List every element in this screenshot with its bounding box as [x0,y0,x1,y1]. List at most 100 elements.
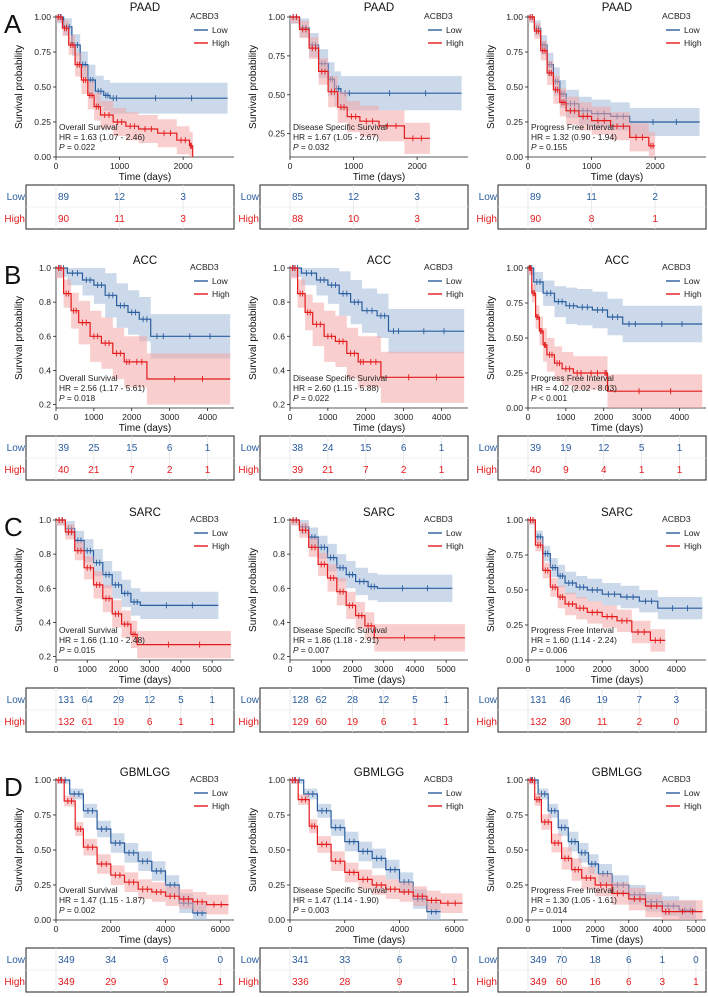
risk-count-high: 2 [636,717,642,728]
endpoint-label: Overall Survival [59,885,118,895]
x-axis-label: Time (days) [591,675,643,686]
legend-label-high: High [212,289,230,299]
y-tick-label: 0.50 [268,90,285,100]
risk-row-label-low: Low [479,443,498,454]
risk-count-low: 39 [58,443,70,454]
risk-count-low: 62 [316,695,328,706]
y-tick-label: 0.25 [506,880,523,890]
y-tick-label: 0.6 [273,583,285,593]
legend-label-low: Low [212,528,229,538]
x-tick-label: 2000 [356,412,375,422]
endpoint-label: Progress Free Interval [531,122,614,132]
x-tick-label: 2000 [174,161,193,171]
legend-label-low: Low [684,25,701,35]
km-panel: ACC Survival probability 0.00 0.25 0.50 0.75 1… [476,255,707,481]
risk-count-low: 29 [113,695,125,706]
hazard-ratio: HR = 4.02 (2.02 - 8.03) [531,383,617,393]
risk-row-label-high: High [4,465,25,476]
p-value: P < 0.001 [531,393,567,403]
plot-title: GBMLGG [354,767,405,779]
x-tick-label: 0 [526,412,531,422]
risk-row-label-high: High [476,717,497,728]
ci-band-high [528,17,656,157]
y-tick-label: 0.2 [39,652,51,662]
y-axis-label: Survival probability [248,808,259,892]
risk-count-low: 12 [378,695,390,706]
risk-count-high: 3 [660,977,666,988]
risk-count-high: 40 [530,465,542,476]
risk-count-low: 131 [530,695,547,706]
survival-curve-high [56,779,229,906]
risk-count-low: 5 [178,695,184,706]
x-tick-label: 2000 [646,161,665,171]
km-panel: A PAAD Survival probability 0.00 0.25 0.50 0.7… [4,2,235,230]
x-tick-label: 3000 [632,412,651,422]
x-tick-label: 2000 [335,924,354,934]
p-value: P = 0.022 [59,142,95,152]
x-tick-label: 6000 [211,924,230,934]
x-tick-label: 0 [54,161,59,171]
risk-count-low: 6 [626,955,632,966]
risk-count-low: 19 [597,695,609,706]
x-tick-label: 0 [288,412,293,422]
p-value-symbol: P [531,142,537,152]
risk-count-low: 349 [58,955,75,966]
y-tick-label: 0.8 [273,297,285,307]
y-tick-label: 1.00 [506,515,523,525]
p-value-symbol: P [59,645,65,655]
risk-count-low: 5 [639,443,645,454]
p-value: P = 0.155 [531,142,567,152]
x-tick-label: 1000 [110,161,129,171]
risk-count-low: 28 [347,695,359,706]
y-tick-label: 0.6 [273,331,285,341]
legend-label-high: High [446,289,464,299]
y-tick-label: 0.25 [506,620,523,630]
x-tick-label: 4000 [432,412,451,422]
p-value-text: = 0.155 [537,142,568,152]
risk-row-label-high: High [238,977,259,988]
y-tick-label: 0.75 [34,810,51,820]
plot-title: PAAD [602,2,632,14]
km-panel: GBMLGG Survival probability 0.00 0.25 0.50 0.… [238,767,469,993]
risk-count-low: 7 [636,695,642,706]
p-value-text: = 0.002 [65,905,96,915]
risk-count-low: 89 [58,192,70,203]
ci-band-low [528,520,703,620]
y-tick-label: 0.4 [273,365,285,375]
survival-curve-high [290,519,465,639]
p-value: P = 0.022 [293,393,329,403]
y-tick-label: 1.00 [268,775,285,785]
y-tick-label: 1.0 [39,263,51,273]
x-axis-label: Time (days) [353,423,405,434]
risk-count-low: 5 [412,695,418,706]
x-tick-label: 2000 [586,924,605,934]
plot-title: SARC [129,507,161,519]
ci-band-high [290,17,430,154]
x-tick-label: 0 [526,161,531,171]
x-axis-label: Time (days) [119,675,171,686]
y-tick-label: 0.25 [268,880,285,890]
x-tick-label: 3000 [160,412,179,422]
legend-label-low: Low [684,276,701,286]
risk-row-label-high: High [4,214,25,225]
p-value: P = 0.015 [59,645,95,655]
km-panel: C SARC Survival probability 0.2 0.4 0.6 0.8 1.0… [4,507,235,733]
risk-count-high: 88 [292,214,304,225]
risk-count-high: 1 [439,465,445,476]
hazard-ratio: HR = 1.60 (1.14 - 2.24) [531,635,617,645]
y-tick-label: 0.50 [506,585,523,595]
x-tick-label: 1000 [312,664,331,674]
risk-count-low: 38 [292,443,304,454]
risk-row-label-high: High [476,465,497,476]
risk-count-high: 11 [597,717,608,728]
p-value-symbol: P [293,393,299,403]
risk-count-low: 2 [652,192,658,203]
plot-title: ACC [133,255,157,267]
legend-title: ACBD3 [190,11,219,21]
x-tick-label: 4000 [156,924,175,934]
risk-count-high: 9 [163,977,169,988]
risk-count-low: 46 [560,695,572,706]
legend-title: ACBD3 [190,514,219,524]
risk-count-high: 11 [114,214,125,225]
endpoint-label: Progress Free Interval [531,885,614,895]
